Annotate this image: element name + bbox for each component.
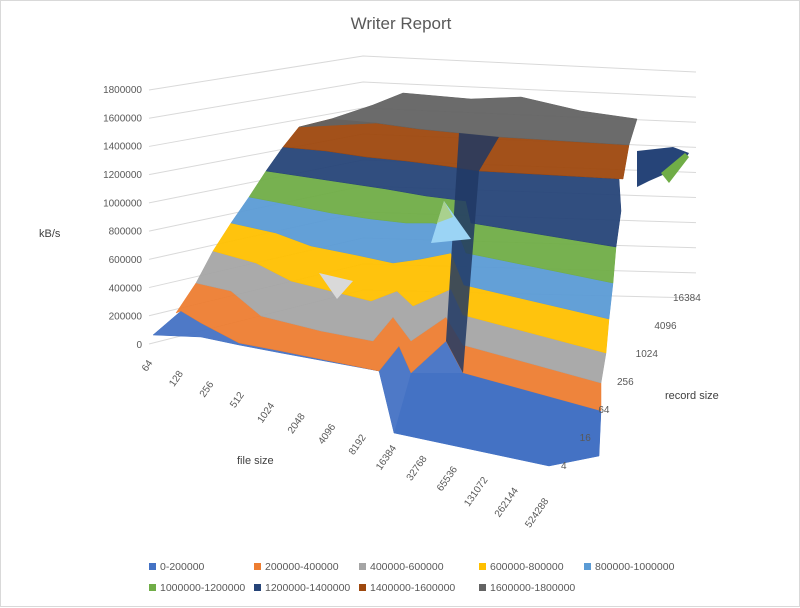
x-tick-label: 65536 — [435, 464, 460, 493]
z-tick-label: 0 — [136, 340, 142, 351]
legend-label: 1000000-1200000 — [160, 582, 245, 594]
x-tick-label: 1024 — [256, 401, 278, 426]
surface-dip — [319, 273, 353, 299]
x-tick-label: 128 — [167, 369, 186, 389]
y-tick-label: 1024 — [636, 349, 659, 360]
legend: 0-200000 200000-400000 400000-600000 600000… — [149, 561, 675, 594]
legend-swatch — [479, 584, 486, 591]
legend-swatch — [149, 563, 156, 570]
y-tick-label: 4 — [561, 461, 567, 472]
surface-band — [298, 92, 638, 146]
x-tick-label: 512 — [228, 390, 247, 410]
y-tick-label: 16 — [580, 433, 592, 444]
x-tick-label: 32768 — [405, 454, 430, 483]
legend-label: 600000-800000 — [490, 561, 564, 573]
z-tick-label: 600000 — [109, 255, 143, 266]
chart-title: Writer Report — [351, 14, 452, 33]
y-tick-label: 256 — [617, 377, 634, 388]
legend-label: 1200000-1400000 — [265, 582, 350, 594]
surface-cliff — [446, 133, 499, 373]
x-tick-label: 2048 — [286, 411, 308, 436]
gridline — [148, 55, 697, 91]
legend-label: 400000-600000 — [370, 561, 444, 573]
legend-swatch — [149, 584, 156, 591]
x-tick-label: 64 — [140, 358, 156, 374]
y-axis-ticks: 4 16 64 256 1024 4096 16384 — [561, 293, 701, 472]
x-tick-label: 256 — [198, 379, 217, 399]
surface-floor — [394, 373, 601, 466]
z-tick-label: 400000 — [109, 283, 143, 294]
x-tick-label: 262144 — [493, 485, 521, 519]
legend-label: 200000-400000 — [265, 561, 339, 573]
surface-tail — [637, 147, 689, 187]
gridline — [148, 81, 697, 119]
y-tick-label: 4096 — [654, 321, 677, 332]
z-tick-label: 1800000 — [103, 85, 142, 96]
x-tick-label: 524288 — [523, 496, 551, 530]
legend-swatch — [359, 584, 366, 591]
surface-plot — [152, 92, 689, 467]
legend-label: 1400000-1600000 — [370, 582, 455, 594]
z-axis-title: kB/s — [39, 228, 61, 240]
legend-swatch — [584, 563, 591, 570]
legend-swatch — [254, 563, 261, 570]
surface-tail-top — [661, 153, 689, 183]
legend-label: 0-200000 — [160, 561, 205, 573]
z-tick-label: 1400000 — [103, 142, 142, 153]
z-tick-label: 1200000 — [103, 170, 142, 181]
y-tick-label: 16384 — [673, 293, 701, 304]
z-tick-label: 200000 — [109, 312, 143, 323]
y-tick-label: 64 — [598, 405, 610, 416]
z-tick-label: 1000000 — [103, 198, 142, 209]
x-tick-label: 131072 — [462, 475, 490, 509]
z-tick-label: 1600000 — [103, 113, 142, 124]
legend-swatch — [254, 584, 261, 591]
surface-spike-top — [437, 201, 453, 223]
legend-label: 1600000-1800000 — [490, 582, 575, 594]
z-tick-label: 800000 — [109, 227, 143, 238]
legend-swatch — [359, 563, 366, 570]
x-axis-title: file size — [237, 455, 274, 467]
x-tick-label: 16384 — [374, 443, 399, 472]
z-axis-ticks: 0 200000 400000 600000 800000 1000000 1200000 1… — [103, 85, 142, 351]
legend-swatch — [479, 563, 486, 570]
x-tick-label: 4096 — [316, 422, 338, 447]
y-axis-title: record size — [665, 390, 719, 402]
legend-label: 800000-1000000 — [595, 561, 675, 573]
x-tick-label: 8192 — [347, 432, 369, 457]
